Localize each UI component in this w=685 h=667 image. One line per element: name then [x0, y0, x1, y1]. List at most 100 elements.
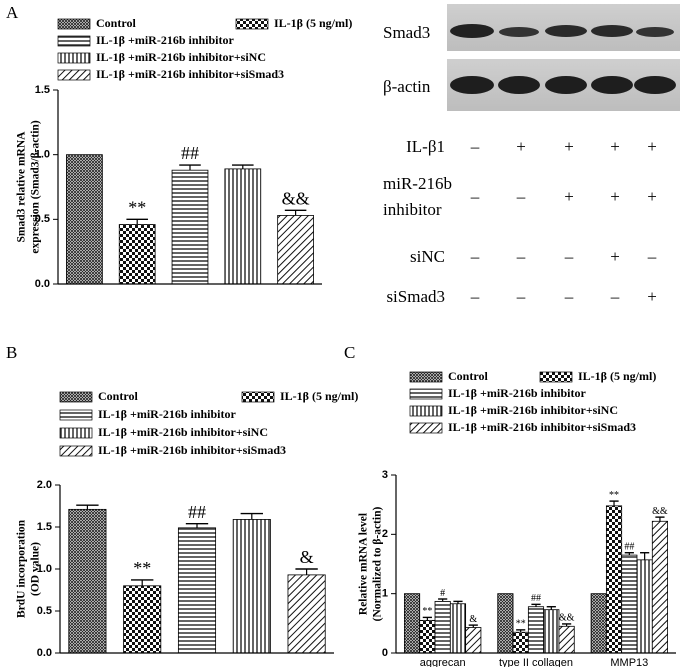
condition-mark: + — [516, 137, 526, 156]
y-axis-label: Relative mRNA level — [358, 513, 370, 615]
condition-mark: + — [610, 137, 620, 156]
y-tick-label: 2 — [382, 528, 388, 540]
significance-mark: ## — [624, 542, 634, 553]
legend-label: IL-1β +miR-216b inhibitor+siNC — [448, 403, 618, 417]
legend-swatch — [409, 405, 443, 417]
x-tick-label: MMP13 — [610, 657, 648, 667]
bar — [512, 631, 529, 654]
condition-mark: – — [470, 247, 480, 266]
condition-mark: – — [470, 187, 480, 206]
legend-label: IL-1β +miR-216b inhibitor — [96, 33, 235, 47]
bar — [118, 224, 156, 285]
legend-label: IL-1β (5 ng/ml) — [280, 389, 358, 403]
legend-swatch — [57, 52, 91, 64]
condition-mark: – — [610, 287, 620, 306]
condition-mark: + — [610, 187, 620, 206]
condition-mark: – — [564, 287, 574, 306]
condition-mark: – — [470, 137, 480, 156]
condition-label: inhibitor — [383, 200, 442, 219]
blot-band — [545, 25, 587, 37]
y-tick-label: 0.5 — [35, 213, 50, 225]
bar — [449, 603, 467, 654]
legend-label: IL-1β +miR-216b inhibitor — [448, 386, 587, 400]
y-axis-label: (OD value) — [30, 542, 42, 596]
legend-swatch — [57, 69, 91, 81]
y-tick-label: 1.0 — [37, 563, 52, 575]
bar — [419, 619, 436, 654]
bar — [403, 593, 421, 654]
band-label: Smad3 — [383, 23, 430, 42]
bar — [224, 168, 262, 285]
blot-band — [591, 76, 633, 94]
bar — [177, 527, 217, 654]
legend-label: Control — [98, 389, 138, 403]
blot-band — [498, 76, 540, 94]
condition-mark: – — [516, 187, 526, 206]
legend-label: Control — [96, 16, 136, 30]
y-tick-label: 1.5 — [35, 84, 50, 96]
bar — [66, 154, 103, 285]
significance-mark: & — [300, 547, 314, 567]
y-axis-label: expression (Smad3/β-actin) — [30, 120, 42, 253]
condition-mark: + — [564, 187, 574, 206]
legend-swatch — [539, 371, 573, 383]
condition-mark: – — [647, 247, 657, 266]
significance-mark: ## — [531, 593, 541, 604]
bar — [68, 508, 107, 654]
legend-swatch — [409, 422, 443, 434]
bar — [543, 609, 560, 654]
blot-band — [636, 27, 674, 37]
blot-band — [450, 24, 494, 38]
condition-mark: – — [564, 247, 574, 266]
x-tick-label: aggrecan — [420, 657, 466, 667]
condition-label: siSmad3 — [386, 287, 445, 306]
legend-swatch — [59, 445, 93, 457]
legend-label: IL-1β +miR-216b inhibitor+siNC — [96, 50, 266, 64]
bar — [651, 520, 669, 654]
condition-mark: + — [564, 137, 574, 156]
legend-swatch — [59, 427, 93, 439]
significance-mark: && — [282, 189, 310, 209]
bar — [636, 559, 653, 654]
bar — [277, 215, 314, 285]
condition-mark: + — [610, 247, 620, 266]
significance-mark: ## — [188, 502, 206, 522]
condition-mark: – — [516, 287, 526, 306]
significance-mark: && — [559, 613, 575, 624]
bar — [232, 519, 271, 654]
significance-mark: # — [440, 588, 445, 599]
chart: A Smad3 relative mRNA expression (Smad3/β-… — [6, 3, 352, 290]
panel-label: A — [6, 3, 19, 22]
band-label: β-actin — [383, 77, 431, 96]
y-axis-label: BrdU incorporation — [16, 519, 28, 618]
y-tick-label: 1.0 — [35, 149, 50, 161]
legend-swatch — [57, 18, 91, 30]
blot-band — [545, 76, 587, 94]
y-tick-label: 1 — [382, 588, 388, 600]
blot-band — [591, 25, 633, 37]
blot-band — [450, 76, 494, 94]
condition-label: IL-β1 — [406, 137, 445, 156]
significance-mark: & — [469, 614, 477, 625]
panel-label: C — [344, 343, 355, 362]
condition-mark: – — [470, 287, 480, 306]
y-axis-label: (Normalized to β-actin) — [372, 507, 384, 622]
legend-label: IL-1β (5 ng/ml) — [274, 16, 352, 30]
legend-swatch — [409, 388, 443, 400]
x-tick-label: type II collagen — [499, 657, 573, 667]
bar — [287, 574, 326, 654]
blot-band — [499, 27, 539, 37]
legend-swatch — [409, 371, 443, 383]
condition-mark: + — [647, 137, 657, 156]
legend-swatch — [241, 391, 275, 403]
y-tick-label: 0 — [382, 647, 388, 659]
y-tick-label: 1.5 — [37, 521, 52, 533]
bar — [558, 625, 575, 654]
significance-mark: ** — [128, 198, 146, 218]
legend-label: IL-1β +miR-216b inhibitor — [98, 407, 237, 421]
legend-label: IL-1β +miR-216b inhibitor+siNC — [98, 425, 268, 439]
blot-band — [634, 76, 676, 94]
western-blot — [447, 4, 680, 111]
significance-mark: ## — [181, 143, 199, 163]
